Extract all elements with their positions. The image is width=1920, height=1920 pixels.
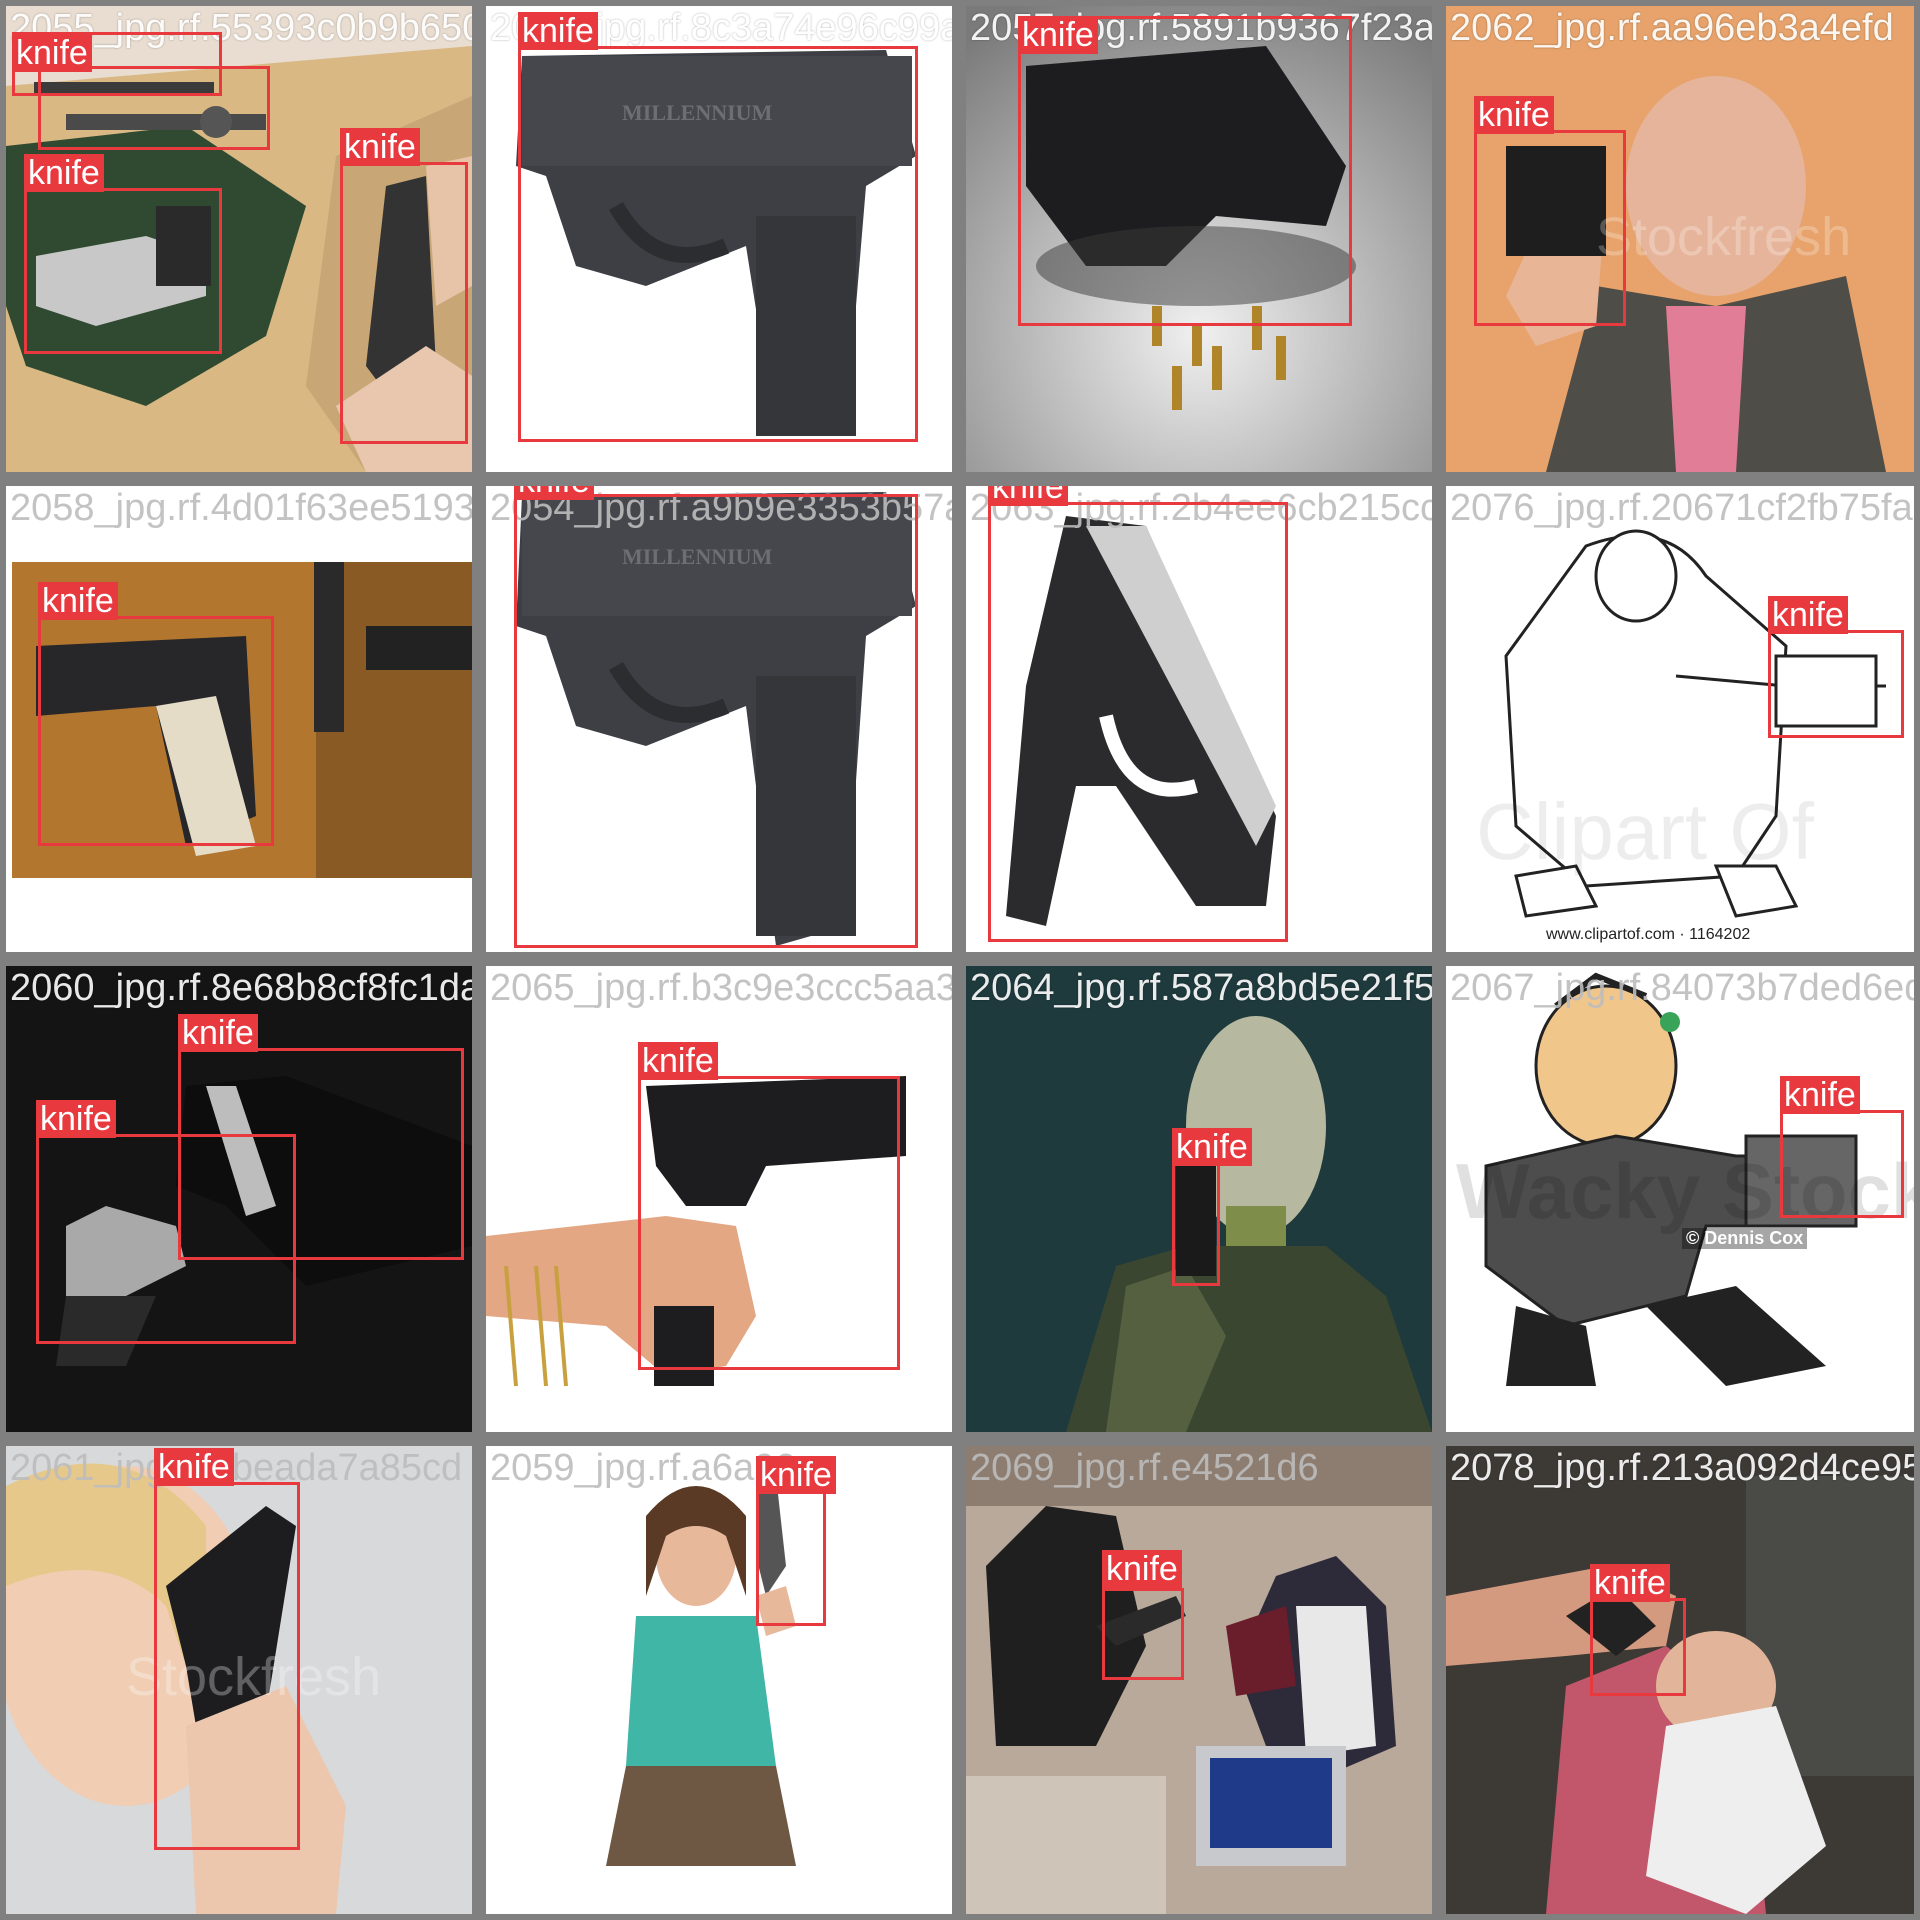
image-tile[interactable]: 2065_jpg.rf.b3c9e3ccc5aa3e0 knife [486,966,952,1432]
detection-label: knife [638,1042,718,1080]
watermark-text: Stockfresh [1596,207,1852,267]
tile-scene [6,486,472,952]
tile-filename: 2065_jpg.rf.b3c9e3ccc5aa3e0 [490,967,952,1009]
tile-filename: 2060_jpg.rf.8e68b8cf8fc1da4 [10,967,472,1009]
tile-scene [966,1446,1432,1914]
tile-scene [966,966,1432,1432]
detection-box [1780,1110,1904,1218]
image-tile[interactable]: 2058_jpg.rf.4d01f63ee5193 knife [6,486,472,952]
detection-box [178,1048,464,1260]
watermark-text: MILLENNIUM [622,544,773,569]
detection-label: knife [988,486,1068,506]
tile-filename: 2062_jpg.rf.aa96eb3a4efd [1450,7,1894,49]
detection-label: knife [1768,596,1848,634]
image-tile[interactable]: 2069_jpg.rf.e4521d6 knife [966,1446,1432,1914]
detection-label: knife [12,34,92,72]
detection-label: knife [1172,1128,1252,1166]
tile-scene [486,966,952,1432]
image-tile[interactable]: 2055_jpg.rf.55393c0b9b650 knife knife kn… [6,6,472,472]
image-caption: www.clipartof.com · 1164202 [1546,926,1751,943]
watermark-text: © Dennis Cox [1682,1228,1808,1249]
tile-scene [486,486,952,952]
detection-box [1474,130,1626,326]
detection-label: knife [1780,1076,1860,1114]
detection-label: knife [24,154,104,192]
detection-box [154,1482,300,1850]
image-tile[interactable]: 2056_jpg.rf.8c3a74e96c99aa044 MILLENNIUM… [486,6,952,472]
detection-box [36,1134,296,1344]
detection-label: knife [154,1448,234,1486]
detection-label: knife [340,128,420,166]
detection-box [988,502,1288,942]
detection-label: knife [178,1014,258,1052]
detection-label: knife [38,582,118,620]
image-tile[interactable]: 2063_jpg.rf.2b4ee6cb215cca knife [966,486,1432,952]
tile-filename: 2067_jpg.rf.84073b7ded6ed2 [1450,967,1914,1009]
tile-scene [1446,486,1914,952]
watermark-text: MILLENNIUM [622,100,773,125]
watermark-text: Clipart Of [1476,787,1814,876]
detection-label: knife [1018,16,1098,54]
detection-label: knife [756,1456,836,1494]
tile-filename: 2059_jpg.rf.a6a90 [490,1447,797,1489]
image-tile[interactable]: 2064_jpg.rf.587a8bd5e21f579 knife [966,966,1432,1432]
image-tile[interactable]: 2067_jpg.rf.84073b7ded6ed2 Wacky Stock ©… [1446,966,1914,1432]
detection-box [1172,1162,1220,1286]
tile-filename: 2058_jpg.rf.4d01f63ee5193 [10,487,472,529]
detection-box [1018,16,1352,326]
image-tile[interactable]: 2078_jpg.rf.213a092d4ce95d3 knife [1446,1446,1914,1914]
detection-label: knife [1590,1564,1670,1602]
tile-filename: 2069_jpg.rf.e4521d6 [970,1447,1319,1489]
image-tile[interactable]: 2059_jpg.rf.a6a90 knife [486,1446,952,1914]
tile-scene [1446,6,1914,472]
detection-label: knife [1474,96,1554,134]
image-tile[interactable]: 2062_jpg.rf.aa96eb3a4efd Stockfresh knif… [1446,6,1914,472]
tile-scene [966,486,1432,952]
tile-filename: 2078_jpg.rf.213a092d4ce95d3 [1450,1447,1914,1489]
tile-filename: 2064_jpg.rf.587a8bd5e21f579 [970,967,1432,1009]
detection-label: knife [518,12,598,50]
watermark-text: Stockfresh [126,1647,382,1707]
detection-label: knife [514,486,594,500]
detection-label: knife [36,1100,116,1138]
tile-scene [6,1446,472,1914]
detection-label: knife [1102,1550,1182,1588]
detection-box [38,66,270,150]
watermark-text: Wacky Stock [1456,1147,1914,1235]
detection-box [24,188,222,354]
image-tile[interactable]: 2054_jpg.rf.a9b9e3353b57a7 MILLENNIUM kn… [486,486,952,952]
tile-scene [1446,966,1914,1432]
detection-box [340,162,468,444]
tile-scene [1446,1446,1914,1914]
image-tile[interactable]: 2076_jpg.rf.20671cf2fb75fa Clipart Of ww… [1446,486,1914,952]
image-tile[interactable]: 2060_jpg.rf.8e68b8cf8fc1da4 knife knife [6,966,472,1432]
tile-scene [6,6,472,472]
detection-box [1768,630,1904,738]
image-tile[interactable]: 2061_jpg.rf.8beada7a85cd Stockfresh knif… [6,1446,472,1914]
tile-scene [486,6,952,472]
tile-filename: 2076_jpg.rf.20671cf2fb75fa [1450,487,1913,529]
detection-box [38,616,274,846]
image-tile[interactable]: 2057_jpg.rf.5891b9367f23a5708 knife [966,6,1432,472]
detection-box [518,46,918,442]
tile-scene [966,6,1432,472]
detection-box [1590,1598,1686,1696]
detection-box [514,494,918,948]
tile-scene [486,1446,952,1914]
detection-box [1102,1588,1184,1680]
detection-box [638,1076,900,1370]
